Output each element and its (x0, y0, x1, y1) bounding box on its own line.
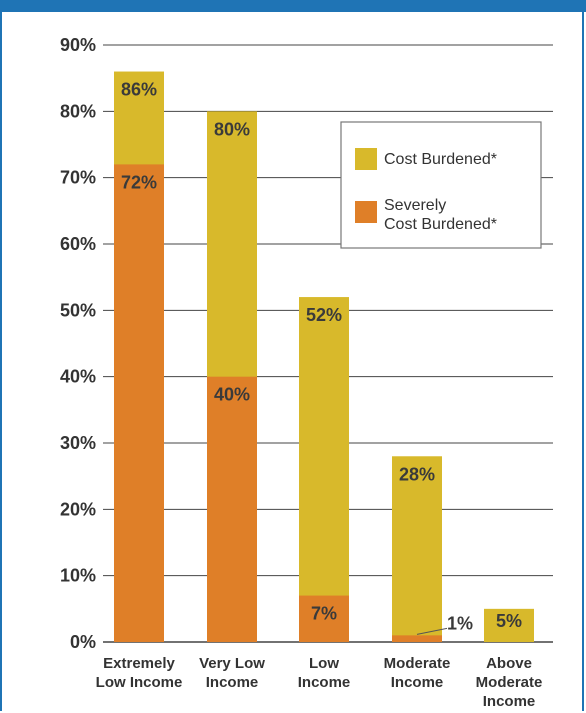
header-bar (0, 0, 586, 12)
y-tick-label: 10% (60, 566, 96, 586)
y-tick-label: 70% (60, 168, 96, 188)
data-labels: 86% 80% 52% 28% 5% 72% 40% 7% 1% (121, 80, 522, 635)
y-tick-label: 20% (60, 499, 96, 519)
bar-cost-burdened (299, 297, 349, 642)
bar-severely-cost-burdened (299, 595, 349, 642)
bars (114, 71, 534, 643)
legend-label-severely-cost-burdened: Severely (384, 197, 446, 214)
data-label-cost-burdened: 5% (496, 611, 522, 631)
x-axis: Extremely Low Income Very Low Income Low Inco… (96, 655, 543, 710)
data-label-severely-cost-burdened: 40% (214, 385, 250, 405)
legend: Cost Burdened* Severely Cost Burdened* (340, 121, 542, 249)
data-label-severely-cost-burdened: 1% (447, 613, 473, 633)
x-category-label: Income (206, 674, 259, 691)
y-axis: 0% 10% 20% 30% 40% 50% 60% 70% 80% 90% (60, 35, 96, 652)
x-category-label: Income (298, 674, 351, 691)
y-tick-label: 60% (60, 234, 96, 254)
x-category-label: Low (309, 655, 339, 672)
x-category-label: Low Income (96, 674, 183, 691)
legend-swatch-cost-burdened (355, 148, 377, 170)
leader-line (416, 627, 448, 635)
data-label-severely-cost-burdened: 72% (121, 172, 157, 192)
bar-cost-burdened (392, 456, 442, 642)
legend-label-severely-cost-burdened: Cost Burdened* (384, 216, 497, 233)
y-tick-label: 50% (60, 300, 96, 320)
y-tick-label: 0% (70, 632, 96, 652)
x-category-label: Moderate (384, 655, 451, 672)
bar-severely-cost-burdened (207, 376, 257, 642)
x-category-label: Very Low (199, 655, 265, 672)
x-category-label: Income (483, 693, 536, 710)
x-category-label: Income (391, 674, 444, 691)
bar-cost-burdened (484, 608, 534, 642)
legend-label-cost-burdened: Cost Burdened* (384, 151, 497, 168)
data-label-cost-burdened: 52% (306, 305, 342, 325)
data-label-cost-burdened: 86% (121, 80, 157, 100)
y-tick-label: 90% (60, 35, 96, 55)
x-category-label: Moderate (476, 674, 543, 691)
legend-swatch-severely-cost-burdened (355, 201, 377, 223)
data-label-cost-burdened: 28% (399, 464, 435, 484)
y-tick-label: 40% (60, 367, 96, 387)
bar-severely-cost-burdened (392, 635, 442, 642)
y-tick-label: 80% (60, 101, 96, 121)
x-category-label: Above (486, 655, 532, 672)
x-category-label: Extremely (103, 655, 175, 672)
bar-severely-cost-burdened (114, 164, 164, 642)
y-tick-label: 30% (60, 433, 96, 453)
data-label-cost-burdened: 80% (214, 119, 250, 139)
legend-box (340, 121, 542, 249)
data-label-severely-cost-burdened: 7% (311, 604, 337, 624)
